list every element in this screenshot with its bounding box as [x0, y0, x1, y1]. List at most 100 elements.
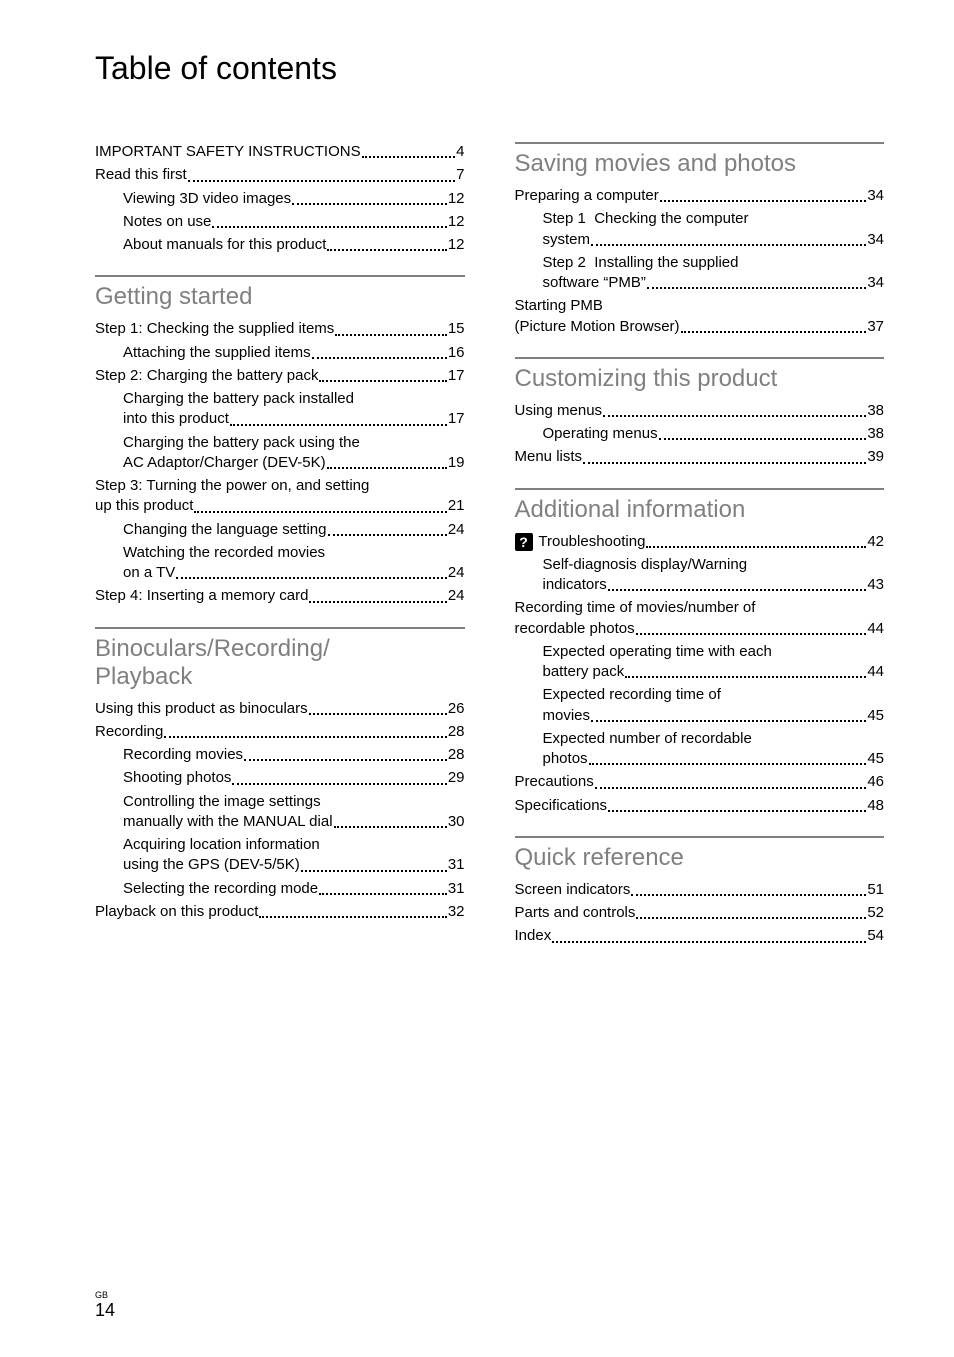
toc-entry-page: 34 [867, 230, 884, 250]
toc-entry-row: on a TV24 [95, 563, 465, 583]
toc-entry-label: Changing the language setting [123, 520, 327, 540]
toc-dots [647, 287, 866, 289]
toc-entry-label: Parts and controls [515, 903, 636, 923]
section-heading: Quick reference [515, 836, 885, 872]
toc-entry: Screen indicators51 [515, 880, 885, 900]
toc-entry: Charging the battery pack installedinto … [95, 389, 465, 430]
toc-entry-page: 24 [448, 586, 465, 606]
toc-dots [212, 226, 446, 228]
toc-entry-page: 52 [867, 903, 884, 923]
toc-entry-row: up this product21 [95, 496, 465, 516]
toc-entry-page: 42 [867, 532, 884, 552]
toc-entry-page: 29 [448, 768, 465, 788]
toc-entry-label: system [543, 230, 591, 250]
toc-entry-page: 19 [448, 453, 465, 473]
toc-entry-label: (Picture Motion Browser) [515, 317, 680, 337]
toc-dots [319, 380, 446, 382]
section-heading: Getting started [95, 275, 465, 311]
toc-dots [625, 676, 866, 678]
toc-dots [309, 601, 446, 603]
toc-entry-page: 31 [448, 855, 465, 875]
toc-entry-page: 15 [448, 319, 465, 339]
toc-entry: Index54 [515, 926, 885, 946]
toc-entry-label: Selecting the recording mode [123, 879, 318, 899]
toc-entry-label: Using this product as binoculars [95, 699, 308, 719]
toc-dots [327, 467, 447, 469]
toc-entry-line1: Expected recording time of [515, 685, 885, 705]
toc-entry-row: movies45 [515, 706, 885, 726]
toc-entry-label: Precautions [515, 772, 594, 792]
toc-dots [681, 331, 867, 333]
toc-entry: Using menus38 [515, 401, 885, 421]
toc-entry-page: 28 [448, 745, 465, 765]
toc-entry-row: system 34 [515, 230, 885, 250]
toc-entry: IMPORTANT SAFETY INSTRUCTIONS4 [95, 142, 465, 162]
toc-entry: Attaching the supplied items16 [95, 343, 465, 363]
toc-entry-label: on a TV [123, 563, 175, 583]
toc-dots [312, 357, 447, 359]
footer-page-number: 14 [95, 1300, 115, 1321]
toc-entry-page: 44 [867, 662, 884, 682]
toc-entry-label: Playback on this product [95, 902, 258, 922]
toc-dots [591, 720, 866, 722]
toc-entry: Step 1 Checking the computersystem34 [515, 209, 885, 250]
toc-entry: Watching the recorded movieson a TV24 [95, 543, 465, 584]
toc-entry: Shooting photos29 [95, 768, 465, 788]
question-icon: ? [515, 533, 533, 551]
toc-entry-label: Step 2: Charging the battery pack [95, 366, 318, 386]
toc-entry-label: indicators [543, 575, 607, 595]
toc-entry-page: 26 [448, 699, 465, 719]
toc-entry: Read this first7 [95, 165, 465, 185]
toc-entry: Preparing a computer34 [515, 186, 885, 206]
toc-entry-page: 44 [867, 619, 884, 639]
toc-dots [595, 787, 867, 789]
toc-dots [591, 244, 866, 246]
toc-entry: Parts and controls 52 [515, 903, 885, 923]
toc-entry: Step 1: Checking the supplied items15 [95, 319, 465, 339]
toc-entry-page: 17 [448, 366, 465, 386]
toc-entry-row: (Picture Motion Browser) 37 [515, 317, 885, 337]
section-heading: Saving movies and photos [515, 142, 885, 178]
toc-entry: Menu lists39 [515, 447, 885, 467]
toc-dots [164, 736, 446, 738]
toc-entry-label: manually with the MANUAL dial [123, 812, 333, 832]
toc-entry-page: 38 [867, 424, 884, 444]
toc-entry: Acquiring location informationusing the … [95, 835, 465, 876]
toc-entry: Self-diagnosis display/Warningindicators… [515, 555, 885, 596]
toc-entry-row: manually with the MANUAL dial30 [95, 812, 465, 832]
toc-entry-page: 39 [867, 447, 884, 467]
page-footer: GB 14 [95, 1290, 884, 1321]
toc-entry-label: Notes on use [123, 212, 211, 232]
toc-dots [230, 424, 447, 426]
toc-entry-page: 16 [448, 343, 465, 363]
toc-entry-page: 54 [867, 926, 884, 946]
toc-entry-label: Preparing a computer [515, 186, 659, 206]
toc-entry-row: into this product17 [95, 409, 465, 429]
toc-entry-page: 37 [867, 317, 884, 337]
toc-entry-line1: Controlling the image settings [95, 792, 465, 812]
toc-entry-label: movies [543, 706, 591, 726]
toc-dots [589, 763, 867, 765]
toc-entry-line1: Starting PMB [515, 296, 885, 316]
toc-dots [309, 713, 447, 715]
toc-entry: Step 2 Installing the suppliedsoftware “… [515, 253, 885, 294]
toc-entry: Using this product as binoculars 26 [95, 699, 465, 719]
columns-container: IMPORTANT SAFETY INSTRUCTIONS4 Read this … [95, 142, 884, 950]
toc-entry-page: 48 [867, 796, 884, 816]
left-column: IMPORTANT SAFETY INSTRUCTIONS4 Read this … [95, 142, 465, 950]
toc-dots [659, 438, 867, 440]
toc-entry: Notes on use12 [95, 212, 465, 232]
toc-dots [646, 546, 866, 548]
toc-entry-label: AC Adaptor/Charger (DEV-5K) [123, 453, 326, 473]
toc-entry: Recording time of movies/number ofrecord… [515, 598, 885, 639]
toc-entry: Recording movies28 [95, 745, 465, 765]
toc-dots [176, 577, 447, 579]
toc-entry-label: Recording [95, 722, 163, 742]
toc-entry: Starting PMB(Picture Motion Browser) 37 [515, 296, 885, 337]
toc-entry-label: software “PMB” [543, 273, 646, 293]
toc-entry: Precautions46 [515, 772, 885, 792]
toc-entry-label: recordable photos [515, 619, 635, 639]
toc-entry-row: photos45 [515, 749, 885, 769]
toc-entry-label: Using menus [515, 401, 603, 421]
toc-entry-page: 12 [448, 235, 465, 255]
